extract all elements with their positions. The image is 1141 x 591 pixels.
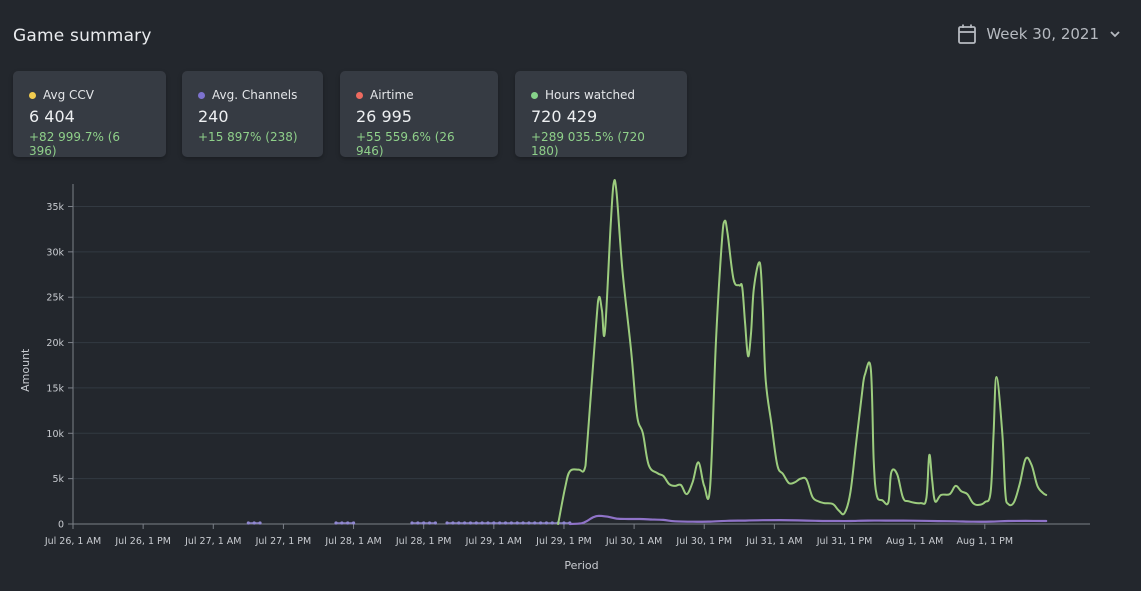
x-tick-label: Jul 29, 1 AM <box>465 536 522 547</box>
stat-delta: +82 999.7% (6 396) <box>29 130 121 158</box>
x-tick-label: Jul 26, 1 PM <box>114 536 171 547</box>
data-point <box>416 521 420 525</box>
legend-dot <box>198 91 205 99</box>
data-point <box>521 521 525 525</box>
stat-delta: +15 897% (238) <box>198 130 298 144</box>
data-point <box>468 521 473 525</box>
x-tick-label: Jul 28, 1 PM <box>395 536 452 547</box>
stat-label: Airtime <box>370 88 414 102</box>
page-title: Game summary <box>13 26 152 46</box>
data-point <box>334 521 338 525</box>
x-tick-label: Jul 28, 1 AM <box>324 536 381 547</box>
stat-value: 720 429 <box>531 107 598 126</box>
x-tick-label: Jul 30, 1 PM <box>675 536 732 547</box>
data-point <box>346 521 350 525</box>
data-point <box>351 521 356 525</box>
stat-delta: +289 035.5% (720 180) <box>531 130 645 158</box>
data-point <box>550 521 554 525</box>
data-point <box>410 521 414 525</box>
stat-label: Hours watched <box>545 88 636 102</box>
y-tick-label: 5k <box>52 474 64 485</box>
stat-value: 26 995 <box>356 107 412 126</box>
stat-label: Avg. Channels <box>212 88 298 102</box>
x-tick-label: Jul 27, 1 AM <box>184 536 241 547</box>
x-tick-label: Jul 27, 1 PM <box>255 536 312 547</box>
x-axis-title: Period <box>564 559 598 572</box>
line-chart: 0 5k 10k 15k 20k 25k 30k 35k Jul 26, 1 AM Jul 26,… <box>19 179 1090 572</box>
x-tick-label: Jul 30, 1 AM <box>605 536 662 547</box>
data-point <box>474 521 478 525</box>
y-tick-label: 20k <box>46 338 64 349</box>
data-point <box>544 521 549 525</box>
data-point <box>480 521 484 525</box>
x-tick-label: Jul 31, 1 AM <box>745 536 802 547</box>
y-tick-label: 15k <box>46 383 64 394</box>
data-point <box>433 521 437 525</box>
data-point <box>422 521 426 525</box>
stat-delta: +55 559.6% (26 946) <box>356 130 455 158</box>
x-tick-label: Aug 1, 1 AM <box>886 536 943 547</box>
data-point <box>445 521 449 525</box>
x-tick-label: Jul 29, 1 PM <box>535 536 592 547</box>
legend-dot <box>531 91 538 99</box>
data-point <box>562 521 566 525</box>
data-point <box>492 521 496 525</box>
stat-card-avg-ccv[interactable]: Avg CCV 6 404 +82 999.7% (6 396) <box>13 71 166 158</box>
stat-card-hours-watched[interactable]: Hours watched 720 429 +289 035.5% (720 1… <box>515 71 687 158</box>
data-point <box>486 521 490 525</box>
y-tick-label: 30k <box>46 247 64 258</box>
chevron-down-icon <box>1110 31 1120 38</box>
x-tick-label: Jul 26, 1 AM <box>44 536 101 547</box>
data-point <box>340 521 344 525</box>
data-point <box>498 521 502 525</box>
data-point <box>246 521 250 525</box>
x-tick-label: Jul 31, 1 PM <box>816 536 873 547</box>
data-point <box>538 521 543 525</box>
stat-value: 240 <box>198 107 229 126</box>
data-point <box>457 521 461 525</box>
week-label: Week 30, 2021 <box>986 25 1099 43</box>
y-axis-title: Amount <box>19 348 32 392</box>
series-line <box>568 514 1048 526</box>
data-point <box>463 521 467 525</box>
data-point <box>427 521 432 525</box>
data-point <box>509 521 513 525</box>
y-tick-label: 10k <box>46 429 64 440</box>
legend-dot <box>29 91 36 99</box>
y-tick-label: 25k <box>46 293 64 304</box>
stat-card-airtime[interactable]: Airtime 26 995 +55 559.6% (26 946) <box>340 71 498 158</box>
data-point <box>252 521 256 525</box>
stat-label: Avg CCV <box>43 88 95 102</box>
series-line <box>557 179 1048 525</box>
y-tick-label: 0 <box>58 520 64 531</box>
legend-dot <box>356 91 363 99</box>
data-point <box>258 521 262 525</box>
y-tick-label: 35k <box>46 202 64 213</box>
data-point <box>533 521 537 525</box>
data-point <box>503 521 508 525</box>
data-point <box>515 521 519 525</box>
week-selector[interactable]: Week 30, 2021 <box>958 24 1121 44</box>
stat-card-avg-channels[interactable]: Avg. Channels 240 +15 897% (238) <box>182 71 323 157</box>
data-point <box>527 521 531 525</box>
data-point <box>451 521 455 525</box>
stat-value: 6 404 <box>29 107 75 126</box>
calendar-icon <box>958 24 977 44</box>
x-tick-label: Aug 1, 1 PM <box>956 536 1013 547</box>
